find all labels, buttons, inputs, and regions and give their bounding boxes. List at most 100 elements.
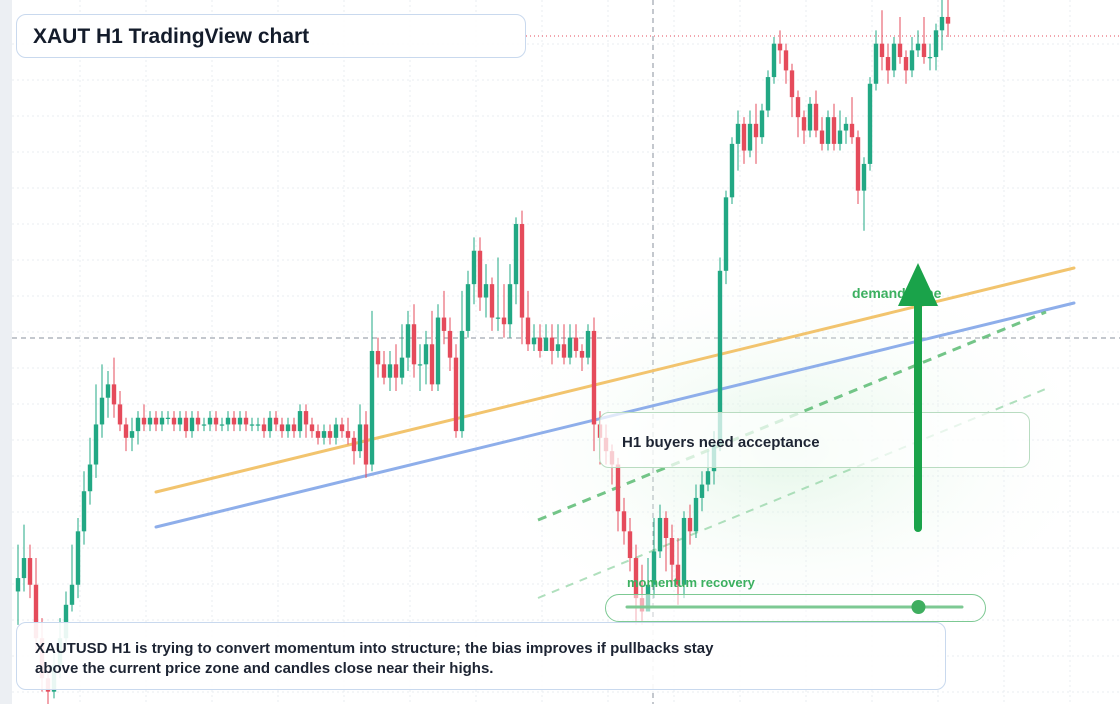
candle-body <box>465 284 471 331</box>
candle <box>327 424 333 445</box>
candle-body <box>339 424 345 432</box>
candle-body <box>591 330 597 425</box>
candle-body <box>315 431 321 438</box>
candle <box>273 411 279 432</box>
candle-body <box>807 103 813 131</box>
candle <box>399 324 405 385</box>
candle-body <box>933 30 939 58</box>
demand-zone-label: demand zone <box>852 285 942 301</box>
candle-body <box>657 517 663 552</box>
candle <box>819 117 825 151</box>
candle-body <box>399 357 405 378</box>
candle <box>657 504 663 559</box>
candle <box>393 344 399 392</box>
candle <box>207 411 213 432</box>
candle <box>555 324 561 358</box>
candle-body <box>867 83 873 164</box>
candle-body <box>453 357 459 432</box>
candle <box>405 310 411 371</box>
candle-body <box>483 284 489 298</box>
candle-body <box>567 337 573 358</box>
candle-body <box>831 117 837 144</box>
candle-body <box>705 471 711 485</box>
candle <box>291 417 297 438</box>
candle-body <box>153 417 159 425</box>
callout-text: H1 buyers need acceptance <box>622 434 820 451</box>
candle <box>429 310 435 392</box>
candle <box>81 471 87 545</box>
candle <box>159 411 165 432</box>
candle-body <box>165 417 171 419</box>
candle <box>183 411 189 438</box>
candle <box>309 417 315 438</box>
candle-body <box>423 344 429 365</box>
candle-body <box>495 317 501 319</box>
candle <box>477 237 483 311</box>
candle-body <box>303 411 309 425</box>
candle-body <box>897 43 903 58</box>
caption-text: XAUTUSD H1 is trying to convert momentum… <box>35 640 714 677</box>
candle-body <box>771 43 777 78</box>
candle <box>573 324 579 358</box>
candle-body <box>189 417 195 432</box>
candle-body <box>159 417 165 425</box>
candle-body <box>183 417 189 432</box>
candle-body <box>795 97 801 118</box>
candle <box>693 484 699 538</box>
acceptance-callout: H1 buyers need acceptance <box>599 412 1030 468</box>
candle-body <box>435 317 441 385</box>
candle-body <box>75 531 81 585</box>
candle <box>249 417 255 432</box>
candle <box>261 417 267 438</box>
candle-body <box>873 43 879 84</box>
candle-body <box>177 417 183 425</box>
candle-body <box>927 57 933 59</box>
candle-body <box>519 224 525 318</box>
candle-body <box>363 424 369 465</box>
candle <box>453 344 459 438</box>
candle-body <box>555 344 561 351</box>
candle <box>111 357 117 418</box>
candle <box>909 37 915 78</box>
candle-body <box>477 250 483 298</box>
candle-body <box>915 43 921 51</box>
candle-body <box>219 424 225 426</box>
momentum-gauge[interactable] <box>605 594 986 622</box>
candle-body <box>549 337 555 351</box>
candle-body <box>327 431 333 438</box>
candle <box>483 264 489 318</box>
candles <box>15 0 951 704</box>
candle <box>69 544 75 612</box>
candle <box>591 317 597 452</box>
candle <box>351 431 357 465</box>
candle <box>231 411 237 432</box>
candle-body <box>213 417 219 425</box>
candle-body <box>693 497 699 532</box>
candle <box>783 43 789 84</box>
momentum-recovery-label: momentum recovery <box>627 575 756 590</box>
candle-body <box>261 424 267 432</box>
candle-body <box>855 137 861 191</box>
candle <box>189 411 195 438</box>
candle-body <box>441 317 447 331</box>
candle <box>219 417 225 432</box>
candle-body <box>723 197 729 271</box>
candle <box>105 371 111 418</box>
candle <box>423 330 429 385</box>
candle <box>945 0 951 37</box>
candle <box>495 257 501 331</box>
candle-body <box>891 43 897 71</box>
candle-body <box>819 130 825 144</box>
candle-body <box>375 350 381 365</box>
candle <box>699 471 705 512</box>
candle-body <box>699 484 705 498</box>
candle <box>729 137 735 204</box>
candle <box>681 511 687 599</box>
candle <box>759 103 765 144</box>
candle-body <box>285 424 291 432</box>
candle <box>387 350 393 392</box>
candle <box>525 290 531 351</box>
candle <box>381 350 387 385</box>
candle-body <box>903 57 909 71</box>
candle <box>543 324 549 351</box>
